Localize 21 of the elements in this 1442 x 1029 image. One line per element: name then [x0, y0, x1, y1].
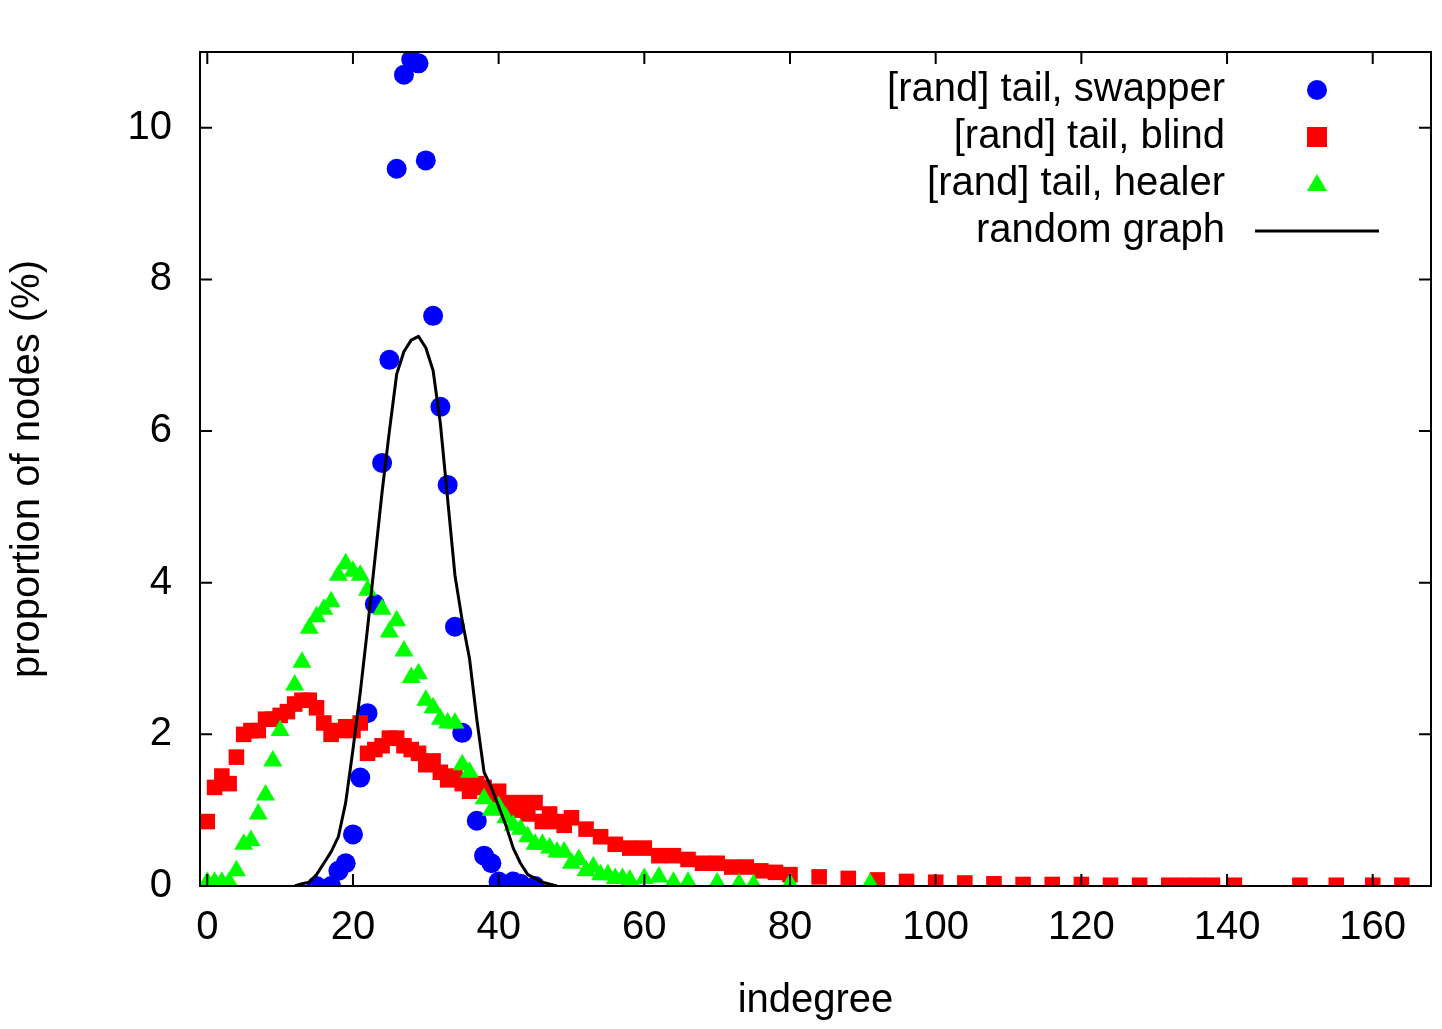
- y-tick-label: 10: [127, 102, 172, 147]
- y-tick-label: 4: [149, 557, 172, 602]
- y-tick-label: 2: [149, 709, 172, 754]
- y-tick-label: 0: [149, 861, 172, 906]
- legend-label: [rand] tail, blind: [953, 112, 1225, 157]
- legend-label: [rand] tail, swapper: [887, 65, 1225, 110]
- legend-label: random graph: [975, 206, 1225, 251]
- x-tick-label: 120: [1047, 903, 1115, 948]
- x-tick-label: 140: [1193, 903, 1261, 948]
- y-axis-title: proportion of nodes (%): [3, 259, 48, 679]
- y-tick-label: 6: [149, 406, 172, 451]
- x-tick-label: 60: [622, 903, 667, 948]
- y-tick-label: 8: [149, 254, 172, 299]
- x-tick-label: 20: [330, 903, 376, 948]
- x-axis-title: indegree: [737, 976, 894, 1021]
- x-tick-label: 40: [476, 903, 521, 948]
- x-tick-label: 80: [767, 903, 813, 948]
- x-tick-label: 160: [1339, 903, 1407, 948]
- x-tick-label: 0: [196, 903, 219, 948]
- legend-label: [rand] tail, healer: [927, 159, 1225, 204]
- x-tick-label: 100: [902, 903, 970, 948]
